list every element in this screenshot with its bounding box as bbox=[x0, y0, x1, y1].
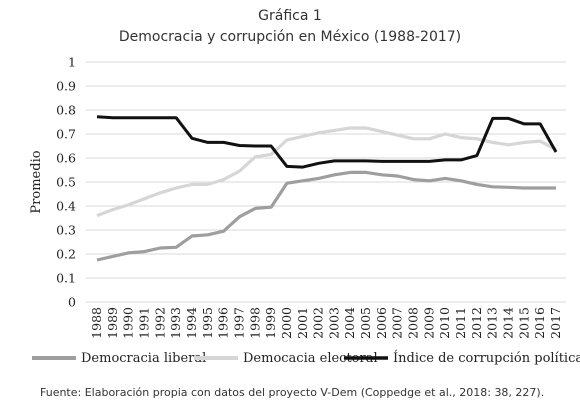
x-tick-label: 1997 bbox=[231, 307, 246, 339]
x-tick-label: 1993 bbox=[168, 307, 183, 339]
x-tick-label: 2005 bbox=[358, 307, 373, 339]
x-tick-label: 2009 bbox=[421, 307, 436, 339]
legend-label-1: Democracia liberal bbox=[81, 351, 206, 366]
x-tick-label: 1989 bbox=[105, 307, 120, 339]
x-tick-label: 2002 bbox=[311, 307, 326, 339]
series-line-3 bbox=[96, 115, 558, 169]
chart-subtitle: Democracia y corrupción en México (1988-… bbox=[119, 29, 461, 45]
y-tick-label: 0.9 bbox=[56, 79, 76, 94]
y-tick-label: 0.4 bbox=[56, 199, 76, 214]
x-tick-label: 2011 bbox=[453, 307, 468, 339]
x-tick-label: 1991 bbox=[136, 307, 151, 339]
x-tick-label: 2016 bbox=[532, 307, 547, 339]
y-axis-ticks: 0 0.1 0.2 0.3 0.4 0.5 0.6 0.7 0.8 0.9 1 bbox=[56, 55, 76, 310]
x-tick-label: 1996 bbox=[216, 307, 231, 339]
y-tick-label: 0.7 bbox=[56, 127, 76, 142]
x-tick-label: 1999 bbox=[263, 307, 278, 339]
gridlines bbox=[86, 61, 566, 303]
x-tick-label: 1992 bbox=[152, 307, 167, 339]
y-tick-label: 0.5 bbox=[56, 175, 76, 190]
y-tick-label: 0.8 bbox=[56, 103, 76, 118]
x-tick-label: 2008 bbox=[406, 307, 421, 339]
y-tick-label: 0.2 bbox=[56, 247, 76, 262]
y-tick-label: 0 bbox=[68, 295, 76, 310]
x-tick-label: 2015 bbox=[516, 307, 531, 339]
y-tick-label: 0.1 bbox=[56, 271, 76, 286]
x-axis-ticks: 1988 1989 1990 1991 1992 1993 1994 1995 1996 1997… bbox=[89, 307, 563, 339]
series-line-2 bbox=[96, 126, 557, 218]
y-axis-label: Promedio bbox=[29, 150, 44, 213]
x-tick-label: 2014 bbox=[501, 307, 516, 339]
x-tick-label: 1990 bbox=[121, 307, 136, 339]
x-tick-label: 2000 bbox=[279, 307, 294, 339]
chart-title: Gráfica 1 bbox=[258, 8, 322, 24]
series-lines bbox=[96, 115, 558, 262]
x-tick-label: 1994 bbox=[184, 307, 199, 339]
y-tick-label: 0.3 bbox=[56, 223, 76, 238]
x-tick-label: 2017 bbox=[548, 307, 563, 339]
y-tick-label: 1 bbox=[68, 55, 76, 70]
x-tick-label: 2004 bbox=[342, 307, 357, 339]
x-tick-label: 2012 bbox=[469, 307, 484, 339]
series-line-1 bbox=[96, 170, 556, 262]
source-note: Fuente: Elaboración propia con datos del… bbox=[40, 386, 545, 399]
x-tick-label: 2003 bbox=[326, 307, 341, 339]
legend: Democracia liberal Democacia electoral Índ… bbox=[32, 350, 580, 366]
y-tick-label: 0.6 bbox=[56, 151, 76, 166]
x-tick-label: 1998 bbox=[247, 307, 262, 339]
x-tick-label: 2006 bbox=[374, 307, 389, 339]
x-tick-label: 2013 bbox=[485, 307, 500, 339]
x-tick-label: 2001 bbox=[295, 307, 310, 339]
x-tick-label: 1995 bbox=[200, 307, 215, 339]
x-tick-label: 1988 bbox=[89, 307, 104, 339]
legend-label-2: Democacia electoral bbox=[243, 351, 378, 366]
legend-label-3: Índice de corrupción política bbox=[393, 350, 580, 366]
x-tick-label: 2007 bbox=[390, 307, 405, 339]
x-tick-label: 2010 bbox=[437, 307, 452, 339]
